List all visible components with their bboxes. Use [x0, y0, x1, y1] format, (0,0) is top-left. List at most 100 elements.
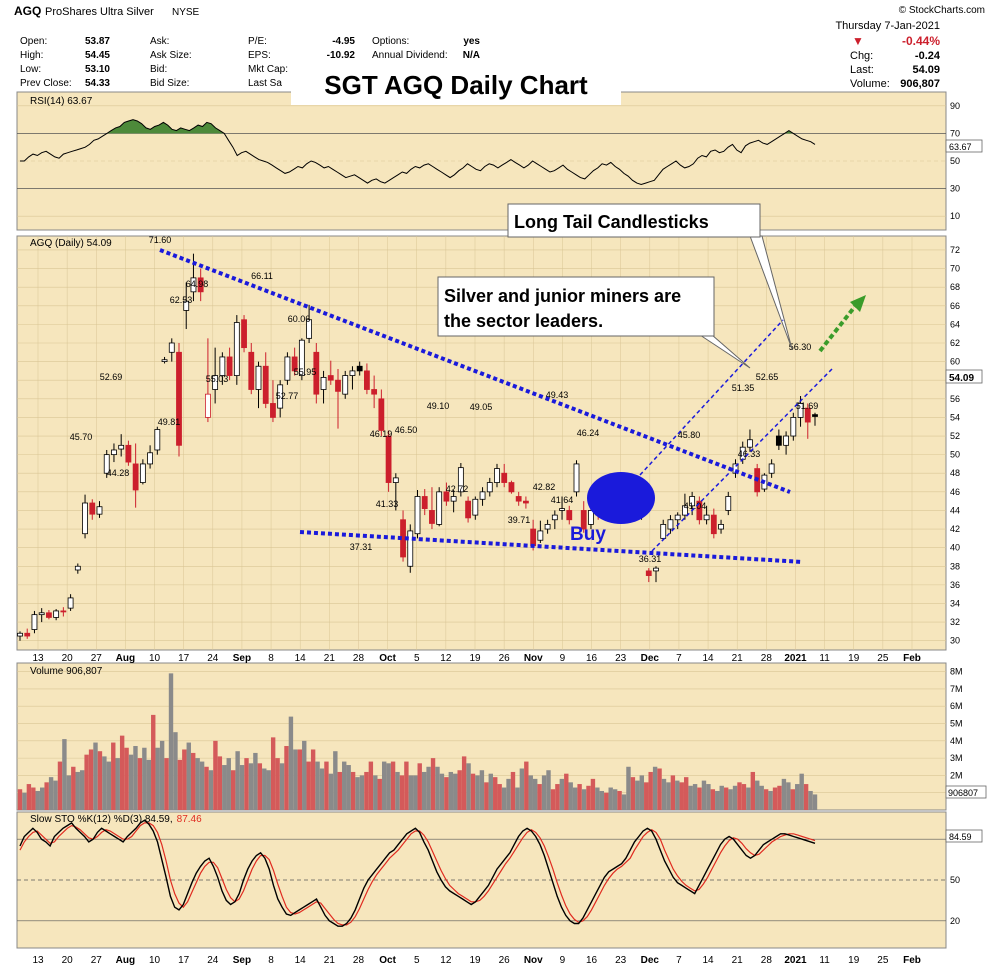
candle-body — [24, 632, 31, 637]
volume-bar — [355, 777, 360, 810]
candle — [718, 519, 724, 534]
x-tick-label-bottom: Aug — [116, 955, 135, 966]
volume-bar — [204, 766, 209, 810]
volume-bar — [79, 770, 85, 810]
candle-body — [429, 510, 435, 524]
price-tick-label: 66 — [950, 301, 960, 311]
price-label: 42.82 — [533, 482, 556, 492]
candle-body — [775, 435, 782, 446]
x-tick-label-bottom: 27 — [91, 955, 103, 966]
volume-bar — [239, 765, 245, 810]
volume-bar — [715, 790, 720, 810]
price-tick-label: 44 — [950, 505, 960, 515]
candle-body — [797, 403, 804, 418]
candle — [682, 493, 688, 520]
volume-bar — [244, 758, 249, 810]
x-tick-label-bottom: 25 — [877, 955, 889, 966]
candle-body — [508, 482, 515, 493]
candle-body — [306, 319, 312, 339]
volume-value-tag: 906807 — [948, 788, 978, 798]
volume-bar — [328, 773, 334, 810]
candle-body — [486, 482, 493, 493]
x-tick-label: 28 — [353, 653, 365, 664]
price-label: 49.43 — [546, 390, 569, 400]
volume-bar — [386, 763, 391, 810]
quote-label: Ask: — [150, 36, 169, 47]
x-tick-label-bottom: 19 — [848, 955, 860, 966]
x-tick-label-bottom: 28 — [761, 955, 773, 966]
volume-bar — [75, 771, 80, 810]
candle — [812, 412, 818, 426]
volume-bar — [475, 775, 480, 810]
volume-bar — [666, 782, 671, 810]
price-tick-label: 56 — [950, 394, 960, 404]
candle — [168, 338, 175, 362]
candle-body — [320, 377, 327, 390]
x-tick-label: Feb — [903, 653, 921, 664]
candle-body — [74, 565, 81, 571]
candle — [270, 380, 276, 423]
volume-bar — [359, 775, 365, 810]
candle — [660, 519, 667, 541]
volume-bar — [368, 761, 374, 810]
candle — [465, 496, 471, 523]
volume-bar — [759, 785, 764, 810]
volume-bar — [435, 766, 440, 810]
volume-bar — [262, 768, 267, 810]
volume-bar — [550, 789, 556, 810]
title-text: SGT AGQ Daily Chart — [324, 70, 588, 100]
volume-bar — [208, 770, 214, 810]
candle — [710, 508, 717, 539]
volume-bar — [421, 771, 427, 810]
volume-bar — [444, 777, 449, 810]
quote-label: P/E: — [248, 36, 267, 47]
sto-label: Slow STO %K(12) %D(3) 84.59, 87.46 — [30, 814, 202, 825]
price-tick-label: 52 — [950, 431, 960, 441]
channel-lower — [651, 368, 833, 552]
volume-bar — [532, 778, 538, 810]
volume-bar — [306, 761, 311, 810]
quote-value: -4.95 — [332, 36, 355, 47]
volume-bar — [342, 761, 347, 810]
long-tail-text: Long Tail Candlesticks — [514, 212, 709, 232]
volume-bar — [390, 761, 396, 810]
candle-body — [667, 519, 674, 530]
x-tick-label-bottom: 16 — [586, 955, 598, 966]
volume-bar — [417, 763, 422, 810]
candle — [653, 566, 659, 583]
volume-bar — [168, 673, 174, 810]
volume-bar — [621, 794, 627, 810]
volume-bar — [657, 768, 662, 810]
price-label: 52.69 — [100, 372, 123, 382]
price-label: 46.50 — [395, 425, 418, 435]
quote-date: Thursday 7-Jan-2021 — [835, 20, 940, 32]
candle-body — [183, 300, 190, 311]
last-value: 54.09 — [912, 64, 940, 76]
candle — [291, 347, 298, 376]
candle-body — [38, 612, 45, 616]
volume-bar — [235, 751, 240, 810]
sto-label-d: 87.46 — [177, 814, 202, 825]
volume-bar — [697, 787, 702, 810]
candle — [212, 347, 219, 404]
candle-body — [682, 505, 688, 516]
volume-bar — [230, 770, 236, 810]
x-tick-label: Oct — [379, 653, 396, 664]
volume-bar — [62, 739, 67, 810]
volume-bar — [599, 790, 605, 810]
x-tick-label: 23 — [615, 653, 627, 664]
candle — [479, 487, 486, 506]
volume-bar — [151, 714, 156, 810]
volume-bar — [159, 740, 165, 810]
volume-bar — [648, 771, 653, 810]
price-label: AGQ (Daily) 54.09 — [30, 238, 112, 249]
volume-bar — [413, 775, 418, 810]
volume-bar — [626, 766, 631, 810]
volume-bar — [217, 756, 223, 810]
volume-bar — [53, 780, 58, 810]
volume-bar — [581, 789, 587, 810]
candle-body — [298, 339, 305, 376]
x-tick-label: 11 — [819, 653, 830, 664]
x-tick-label: 2021 — [784, 653, 807, 664]
